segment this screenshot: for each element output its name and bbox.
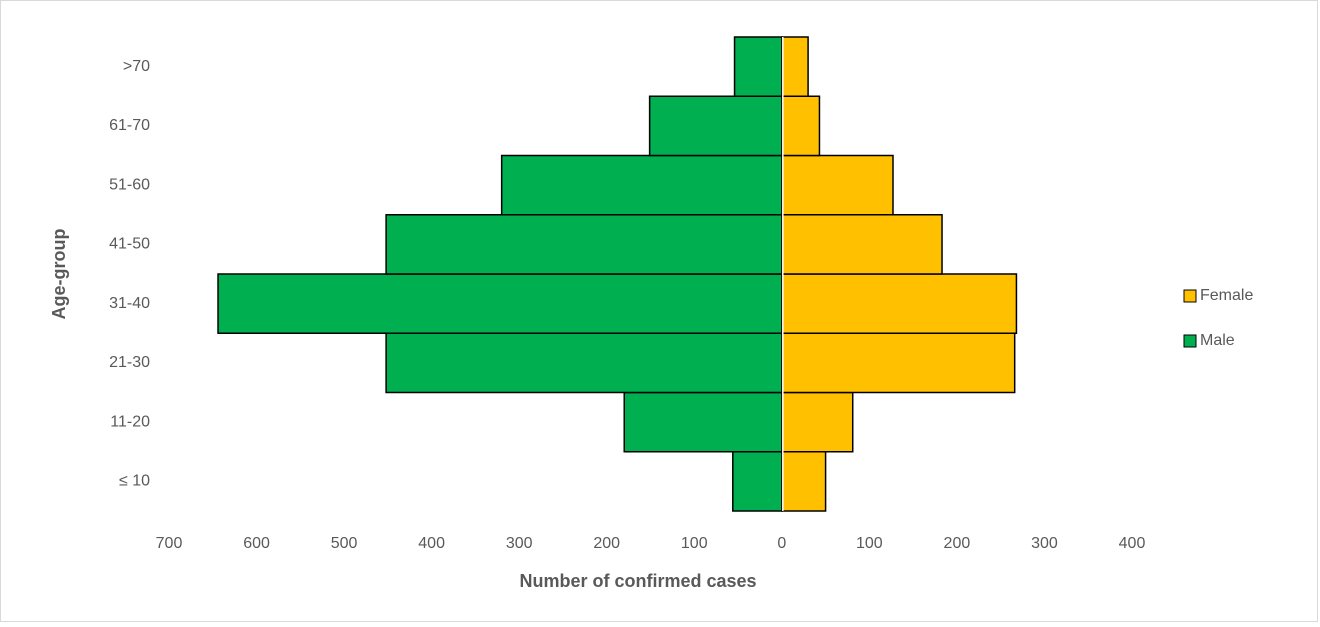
y-tick-label: 21-30 <box>109 354 150 371</box>
bar <box>500 154 783 216</box>
bar <box>781 214 943 275</box>
bar <box>385 332 783 394</box>
x-tick-label: 500 <box>331 535 358 552</box>
y-tick-label: >70 <box>123 58 150 75</box>
x-tick-label: 300 <box>1031 535 1058 552</box>
y-axis-title: Age-group <box>49 229 69 320</box>
bar <box>781 95 821 157</box>
x-tick-label: 400 <box>418 535 445 552</box>
bar <box>623 391 783 453</box>
x-tick-label: 300 <box>506 535 533 552</box>
bar <box>385 214 783 275</box>
y-tick-label: 11-20 <box>110 413 150 430</box>
bar <box>781 273 1018 334</box>
bar <box>781 332 1016 394</box>
bar <box>781 36 809 97</box>
bar <box>733 36 783 97</box>
y-tick-label: 51-60 <box>109 176 150 193</box>
y-tick-label: 41-50 <box>109 236 150 253</box>
x-tick-label: 200 <box>944 535 971 552</box>
bar <box>732 451 783 512</box>
bar <box>648 95 783 157</box>
x-tick-label: 400 <box>1119 535 1146 552</box>
legend-label: Female <box>1200 287 1253 304</box>
legend-swatch <box>1183 289 1197 303</box>
x-tick-label: 0 <box>777 535 786 552</box>
legend-label: Male <box>1200 332 1235 349</box>
x-tick-label: 100 <box>856 535 883 552</box>
bar <box>781 391 854 453</box>
x-axis-title: Number of confirmed cases <box>519 571 756 591</box>
bar <box>781 154 894 216</box>
x-tick-label: 700 <box>156 535 183 552</box>
bar <box>781 451 827 512</box>
x-tick-label: 600 <box>243 535 270 552</box>
y-tick-label: 61-70 <box>109 117 150 134</box>
legend-swatch <box>1183 334 1197 348</box>
y-tick-label: 31-40 <box>109 295 150 312</box>
x-tick-label: 200 <box>593 535 620 552</box>
y-tick-label: ≤ 10 <box>119 473 150 490</box>
bar <box>217 273 783 334</box>
x-tick-label: 100 <box>681 535 708 552</box>
